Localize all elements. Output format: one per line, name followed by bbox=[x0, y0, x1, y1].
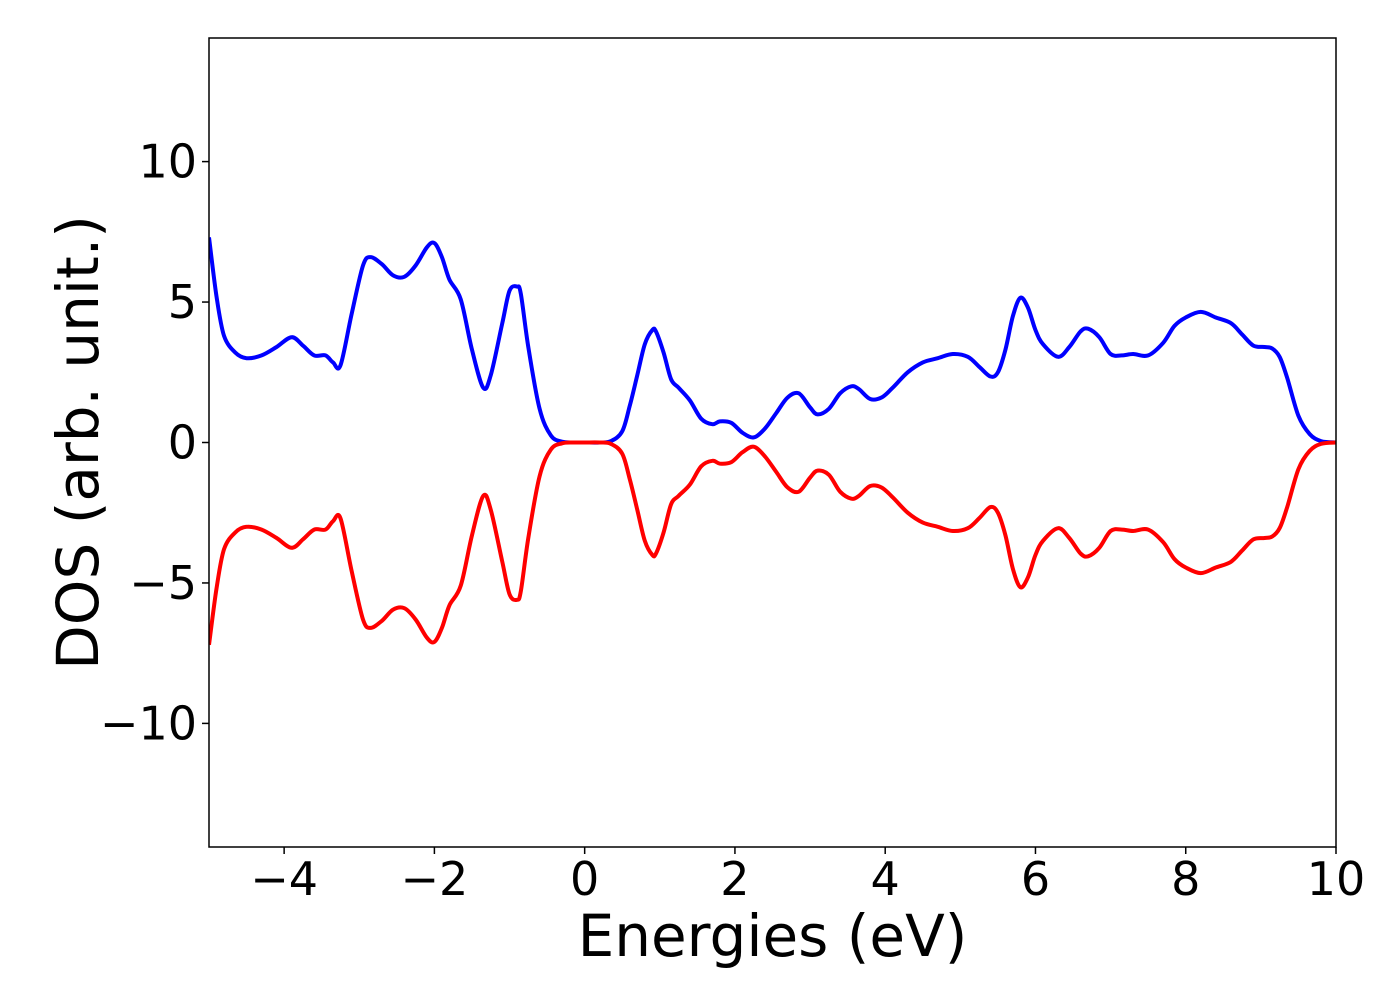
x-axis-label: Energies (eV) bbox=[578, 902, 968, 970]
x-tick-label: 6 bbox=[1021, 852, 1050, 906]
series-line-1 bbox=[209, 440, 1336, 646]
x-tick-label: 8 bbox=[1171, 852, 1200, 906]
x-tick-label: 0 bbox=[570, 852, 599, 906]
x-tick-label: 4 bbox=[871, 852, 900, 906]
y-tick-label: 0 bbox=[168, 416, 197, 470]
series-layer bbox=[209, 237, 1336, 646]
y-axis-label: DOS (arb. unit.) bbox=[44, 215, 112, 670]
x-tick-label: −2 bbox=[400, 852, 468, 906]
x-axis: −4 −2 0 2 4 6 8 10 bbox=[250, 847, 1365, 906]
x-tick-label: 2 bbox=[720, 852, 749, 906]
y-tick-label: −10 bbox=[100, 696, 197, 750]
series-line-0 bbox=[209, 237, 1336, 445]
y-axis: −10 −5 0 5 10 bbox=[100, 135, 209, 750]
plot-frame bbox=[208, 37, 1337, 848]
x-tick-label: 10 bbox=[1307, 852, 1366, 906]
x-tick-label: −4 bbox=[250, 852, 318, 906]
y-tick-label: −5 bbox=[129, 556, 197, 610]
y-tick-label: 5 bbox=[168, 275, 197, 329]
y-tick-label: 10 bbox=[138, 135, 197, 189]
